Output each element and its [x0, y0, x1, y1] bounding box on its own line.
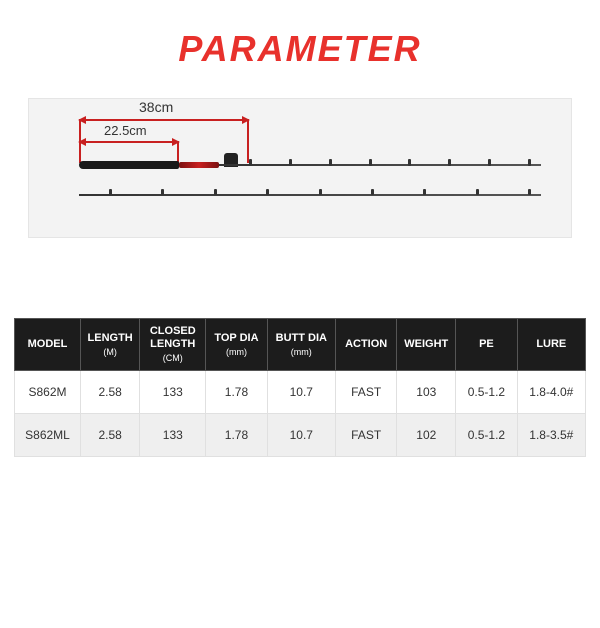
th-butt: BUTT DIA(mm) — [267, 319, 335, 371]
rod-bottom-guides — [109, 189, 531, 195]
th-pe: PE — [456, 319, 517, 371]
cell-closed: 133 — [140, 414, 206, 457]
cell-butt: 10.7 — [267, 414, 335, 457]
cell-action: FAST — [336, 371, 397, 414]
cell-length: 2.58 — [81, 414, 140, 457]
cell-pe: 0.5-1.2 — [456, 371, 517, 414]
cell-model: S862ML — [15, 414, 81, 457]
th-weight: WEIGHT — [397, 319, 456, 371]
dimension-inner: 22.5cm — [79, 141, 179, 143]
th-action: ACTION — [336, 319, 397, 371]
dimension-inner-label: 22.5cm — [104, 123, 147, 138]
cell-pe: 0.5-1.2 — [456, 414, 517, 457]
page-title: PARAMETER — [0, 28, 600, 70]
rod-top-illustration — [79, 161, 541, 169]
cell-model: S862M — [15, 371, 81, 414]
cell-action: FAST — [336, 414, 397, 457]
th-model: MODEL — [15, 319, 81, 371]
cell-weight: 102 — [397, 414, 456, 457]
cell-top: 1.78 — [206, 371, 267, 414]
th-lure: LURE — [517, 319, 585, 371]
th-closed: CLOSED LENGTH(CM) — [140, 319, 206, 371]
th-length: LENGTH(M) — [81, 319, 140, 371]
cell-butt: 10.7 — [267, 371, 335, 414]
table-row: S862M 2.58 133 1.78 10.7 FAST 103 0.5-1.… — [15, 371, 586, 414]
rod-diagram: 38cm 22.5cm — [28, 98, 572, 238]
cell-length: 2.58 — [81, 371, 140, 414]
cell-weight: 103 — [397, 371, 456, 414]
dimension-outer: 38cm — [79, 119, 249, 121]
cell-lure: 1.8-4.0# — [517, 371, 585, 414]
cell-closed: 133 — [140, 371, 206, 414]
cell-lure: 1.8-3.5# — [517, 414, 585, 457]
th-top: TOP DIA(mm) — [206, 319, 267, 371]
spec-table: MODEL LENGTH(M) CLOSED LENGTH(CM) TOP DI… — [14, 318, 586, 457]
dimension-outer-label: 38cm — [139, 99, 173, 115]
table-header-row: MODEL LENGTH(M) CLOSED LENGTH(CM) TOP DI… — [15, 319, 586, 371]
cell-top: 1.78 — [206, 414, 267, 457]
table-row: S862ML 2.58 133 1.78 10.7 FAST 102 0.5-1… — [15, 414, 586, 457]
